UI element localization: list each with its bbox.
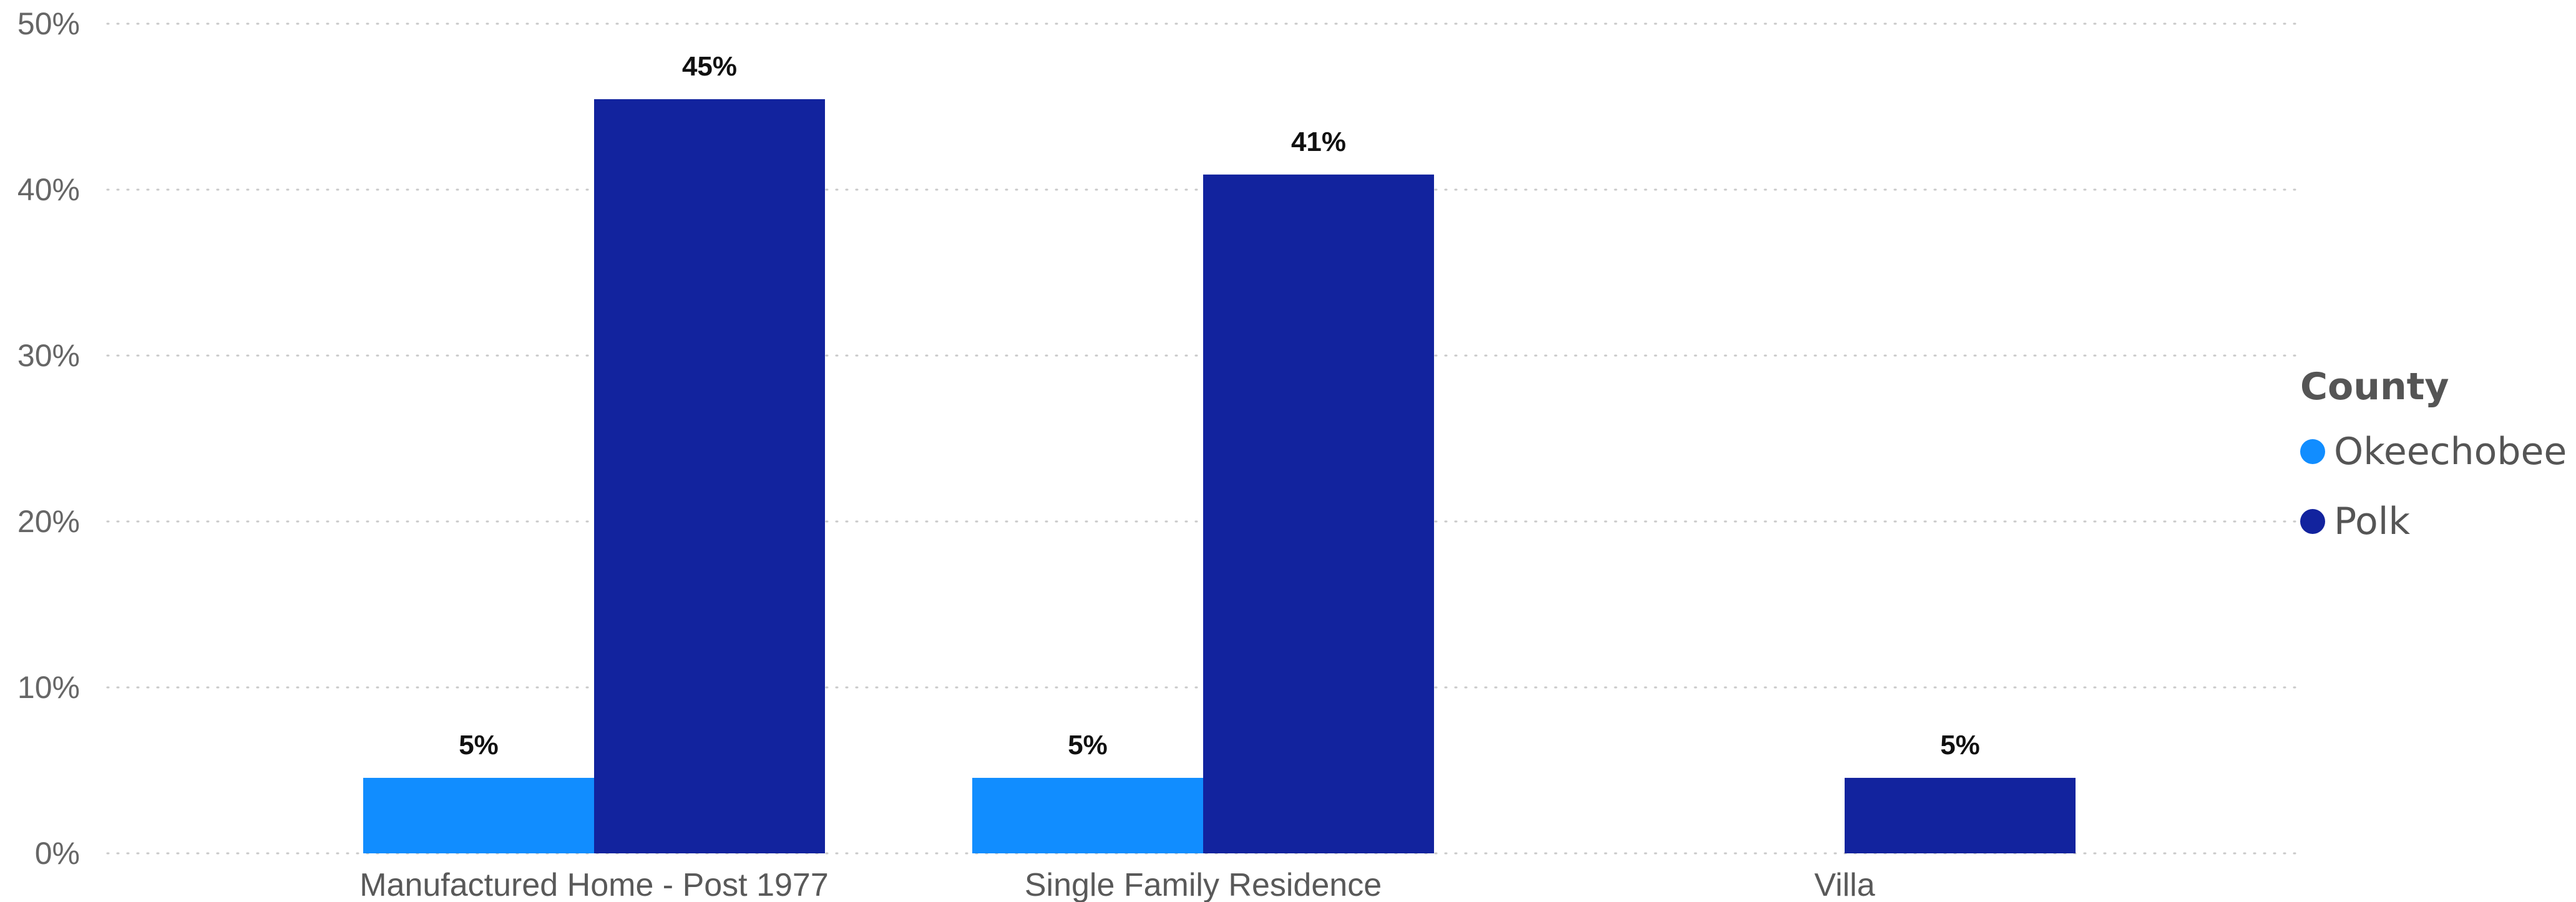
data-label: 45% (682, 51, 737, 82)
bar[interactable] (363, 777, 594, 853)
y-tick-label: 10% (17, 670, 80, 705)
legend-title: County (2300, 365, 2449, 409)
data-label: 41% (1291, 127, 1346, 157)
bar[interactable] (594, 99, 825, 853)
legend-swatch-polk (2300, 509, 2325, 534)
y-tick-label: 0% (35, 836, 80, 871)
x-category-label: Villa (1814, 867, 1875, 902)
legend: County Okeechobee Polk (2300, 362, 2569, 556)
x-category-label: Manufactured Home - Post 1977 (359, 867, 829, 902)
bar[interactable] (972, 777, 1203, 853)
legend-item-polk[interactable]: Polk (2300, 487, 2569, 556)
legend-item-okeechobee[interactable]: Okeechobee (2300, 417, 2569, 487)
data-label: 5% (459, 730, 499, 760)
legend-label-polk: Polk (2334, 500, 2411, 543)
bar[interactable] (1845, 777, 2076, 853)
legend-label-okeechobee: Okeechobee (2334, 430, 2567, 473)
data-label: 5% (1940, 730, 1980, 760)
y-tick-label: 40% (17, 172, 80, 207)
bar[interactable] (1203, 174, 1434, 854)
y-tick-label: 50% (17, 6, 80, 41)
data-label: 5% (1068, 730, 1108, 760)
legend-swatch-okeechobee (2300, 439, 2325, 464)
y-tick-label: 20% (17, 504, 80, 539)
y-tick-label: 30% (17, 338, 80, 373)
x-category-label: Single Family Residence (1025, 867, 1382, 902)
